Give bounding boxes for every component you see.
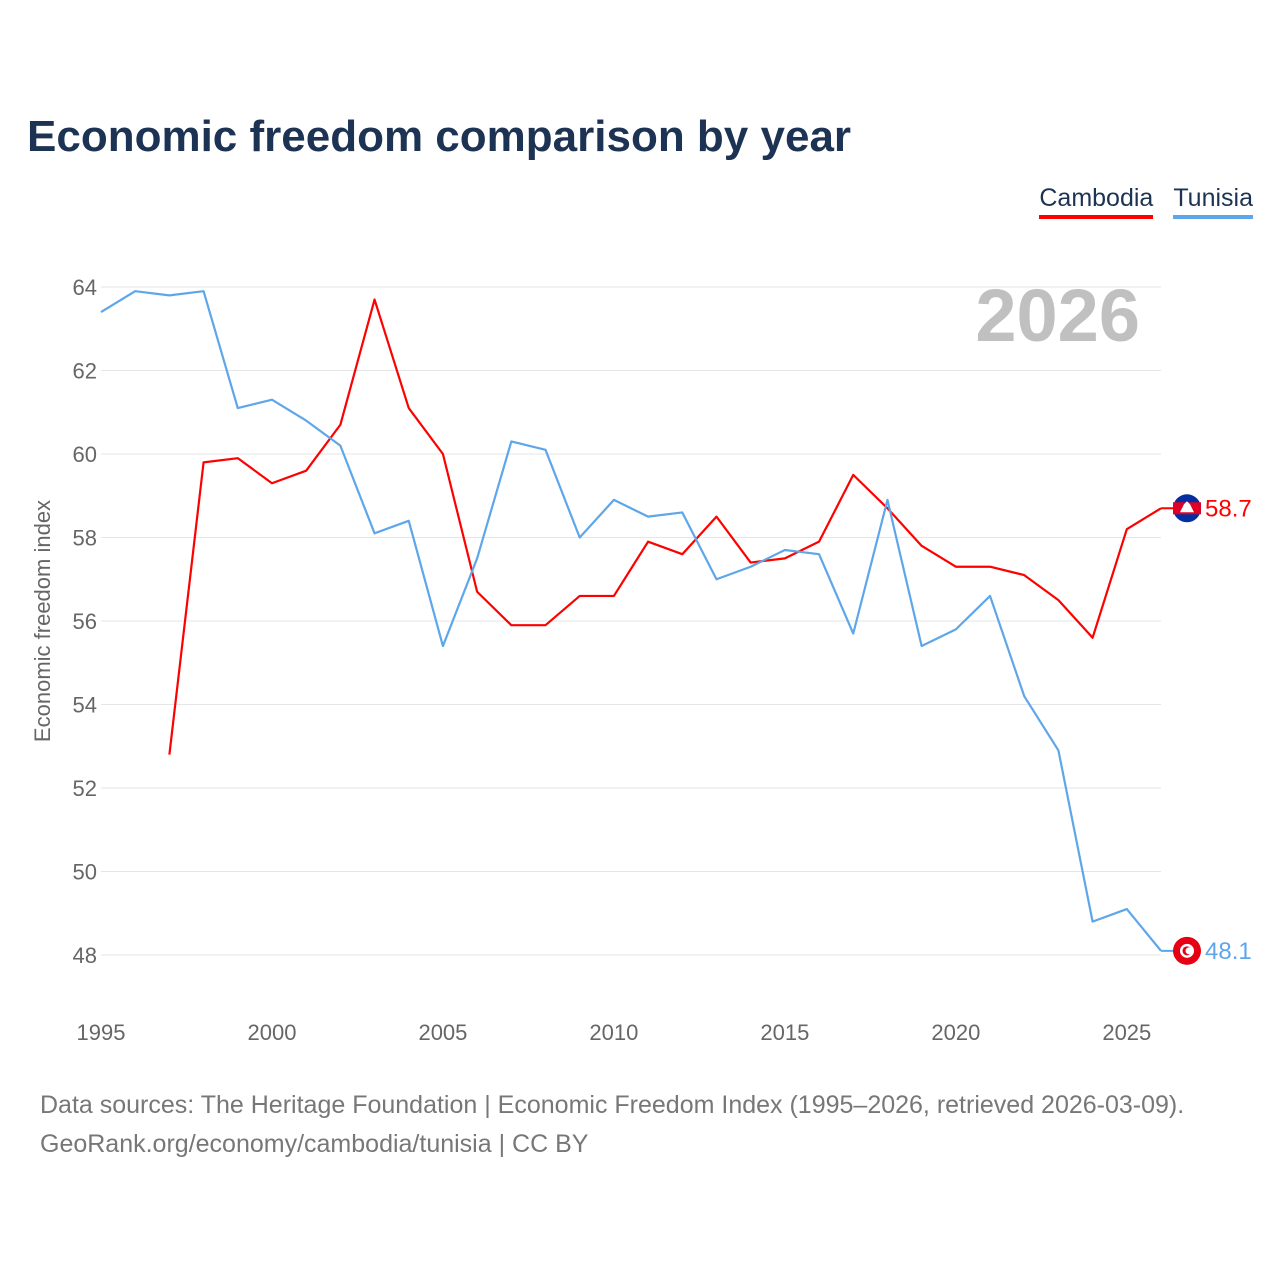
x-tick-label: 2020 <box>931 1020 980 1045</box>
x-tick-label: 2025 <box>1102 1020 1151 1045</box>
footer-line-1: Data sources: The Heritage Foundation | … <box>40 1091 1185 1119</box>
series-line-tunisia <box>100 290 1162 952</box>
y-tick-label: 52 <box>73 776 97 801</box>
angkor-icon <box>1180 501 1194 513</box>
legend-item-tunisia[interactable]: Tunisia <box>1173 184 1253 219</box>
year-watermark: 2026 <box>975 274 1140 357</box>
legend: Cambodia Tunisia <box>1039 184 1253 219</box>
crescent-cut <box>1185 947 1193 955</box>
end-value-label-cambodia: 58.7 <box>1205 495 1252 522</box>
y-tick-label: 54 <box>73 693 97 718</box>
series-line-cambodia <box>168 298 1162 755</box>
footer-sources: Data sources: The Heritage Foundation | … <box>40 1086 1184 1164</box>
x-tick-label: 2010 <box>589 1020 638 1045</box>
y-tick-label: 62 <box>73 359 97 384</box>
x-tick-label: 2000 <box>247 1020 296 1045</box>
x-tick-label: 2005 <box>418 1020 467 1045</box>
x-tick-label: 2015 <box>760 1020 809 1045</box>
x-tick-label: 1995 <box>77 1020 126 1045</box>
y-tick-label: 64 <box>73 275 97 300</box>
y-axis-label: Economic freedom index <box>30 500 55 742</box>
y-tick-label: 60 <box>73 442 97 467</box>
footer-line-2[interactable]: GeoRank.org/economy/cambodia/tunisia | C… <box>40 1130 589 1158</box>
y-tick-label: 58 <box>73 526 97 551</box>
end-value-label-tunisia: 48.1 <box>1205 938 1252 965</box>
y-tick-label: 50 <box>73 860 97 885</box>
chart-title: Economic freedom comparison by year <box>27 112 852 161</box>
y-tick-label: 48 <box>73 943 97 968</box>
legend-item-cambodia[interactable]: Cambodia <box>1039 184 1154 219</box>
y-tick-label: 56 <box>73 609 97 634</box>
